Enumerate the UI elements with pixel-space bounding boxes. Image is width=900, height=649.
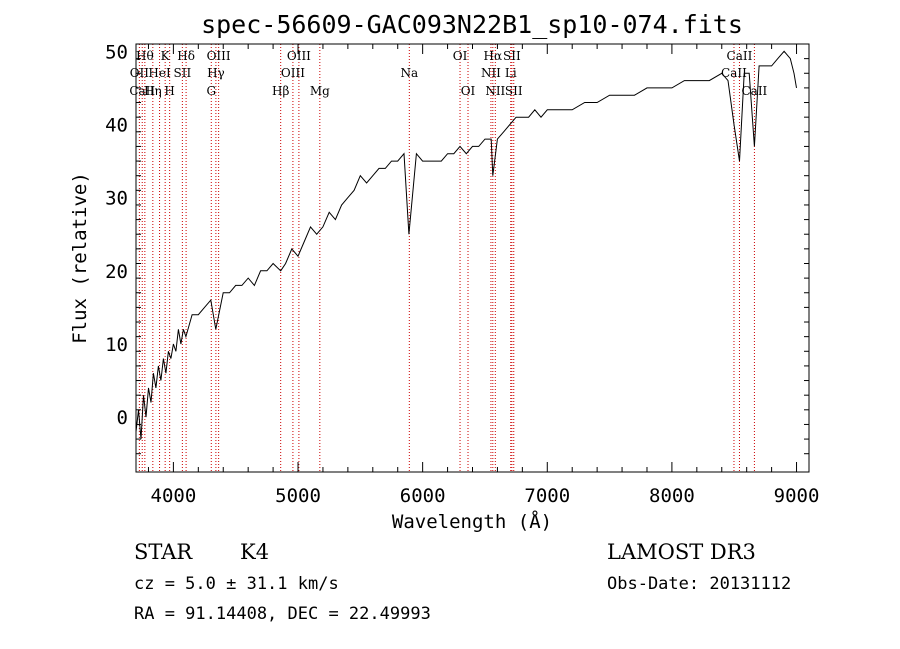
line-labels: OIICaIIHθHηHeIKHSIIHδGHγOIIIHβOIIIOIIIMg… xyxy=(129,49,767,98)
y-axis-label: Flux (relative) xyxy=(69,172,91,344)
marker-label: Mg xyxy=(310,84,330,98)
marker-label: Na xyxy=(400,66,418,80)
flux-series-line xyxy=(135,50,797,440)
marker-label: OI xyxy=(453,49,468,63)
marker-label: OI xyxy=(461,84,476,98)
chart-title: spec-56609-GAC093N22B1_sp10-074.fits xyxy=(201,10,743,39)
marker-label: SII xyxy=(174,66,192,80)
y-tick-label: 0 xyxy=(117,407,128,429)
x-tick-label: 7000 xyxy=(524,485,570,507)
obs-date: Obs-Date: 20131112 xyxy=(607,574,792,594)
object-subclass: K4 xyxy=(240,540,270,564)
marker-label: Hδ xyxy=(177,49,195,63)
marker-label: SII xyxy=(503,49,521,63)
marker-label: Hβ xyxy=(272,84,289,98)
marker-label: SII xyxy=(505,84,523,98)
marker-label: NII xyxy=(481,66,501,80)
x-axis: 4000 5000 6000 7000 8000 9000 xyxy=(147,44,820,507)
y-tick-label: 20 xyxy=(105,261,128,283)
x-tick-label: 6000 xyxy=(400,485,446,507)
marker-label: CaII xyxy=(721,66,747,80)
y-tick-label: 30 xyxy=(105,188,128,210)
marker-label: Li xyxy=(505,66,517,80)
y-axis: 0 10 20 30 40 50 xyxy=(105,41,809,455)
marker-label: K xyxy=(161,49,171,63)
marker-label: OIII xyxy=(207,49,231,63)
object-class: STAR xyxy=(134,540,193,564)
y-tick-label: 40 xyxy=(105,114,128,136)
marker-label: G xyxy=(206,84,216,98)
marker-label: HeI xyxy=(148,66,171,80)
x-tick-label: 9000 xyxy=(774,485,820,507)
line-markers xyxy=(138,44,755,472)
coordinates: RA = 91.14408, DEC = 22.49993 xyxy=(134,604,431,624)
marker-label: Hη xyxy=(144,84,162,98)
x-tick-label: 4000 xyxy=(151,485,197,507)
marker-label: OIII xyxy=(281,66,305,80)
x-tick-label: 5000 xyxy=(275,485,321,507)
marker-label: H xyxy=(164,84,174,98)
marker-label: CaII xyxy=(741,84,767,98)
x-axis-label: Wavelength (Å) xyxy=(392,510,552,533)
marker-label: OIII xyxy=(287,49,311,63)
marker-label: Hθ xyxy=(136,49,154,63)
redshift-value: cz = 5.0 ± 31.1 km/s xyxy=(134,574,339,594)
marker-label: Hγ xyxy=(207,66,225,80)
x-tick-label: 8000 xyxy=(649,485,695,507)
y-tick-label: 10 xyxy=(105,334,128,356)
y-tick-label: 50 xyxy=(105,41,128,63)
marker-label: Hα xyxy=(484,49,503,63)
plot-frame xyxy=(135,43,810,473)
marker-label: CaII xyxy=(727,49,753,63)
marker-label: NII xyxy=(485,84,505,98)
survey-name: LAMOST DR3 xyxy=(607,540,756,564)
